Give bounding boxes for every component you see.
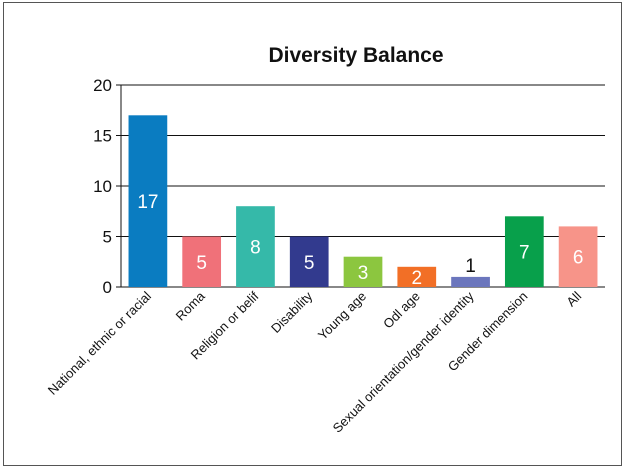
- bar: [182, 236, 222, 287]
- bar: [128, 115, 168, 287]
- bar: [236, 206, 275, 287]
- y-tick-label: 10: [93, 177, 112, 196]
- bar-value-label: 5: [196, 253, 207, 274]
- x-tick-label: National, ethnic or racial: [45, 288, 154, 397]
- x-tick-label: Roma: [173, 288, 209, 324]
- x-tick-label: All: [563, 288, 584, 309]
- bar: [558, 226, 598, 287]
- y-tick-label: 0: [103, 278, 112, 297]
- y-tick-label: 20: [93, 76, 112, 95]
- bar-value-label: 6: [573, 248, 584, 269]
- y-tick-label: 15: [93, 127, 112, 146]
- bar-value-label: 7: [519, 243, 530, 264]
- bar: [289, 236, 329, 287]
- bars: [128, 115, 598, 287]
- bar-value-label: 2: [411, 268, 422, 289]
- bar-value-label: 3: [358, 263, 369, 284]
- bar-value-label: 1: [465, 256, 476, 277]
- x-tick-label: Disability: [268, 288, 316, 336]
- bar: [397, 266, 437, 287]
- bar-value-label: 8: [250, 238, 261, 259]
- bar: [451, 276, 490, 287]
- y-tick-label: 5: [103, 228, 112, 247]
- y-axis-ticks: 0 5 10 15 20: [93, 76, 122, 297]
- x-tick-label: Odl age: [380, 289, 423, 332]
- bar-value-label: 5: [304, 253, 315, 274]
- x-tick-label: Young age: [315, 289, 369, 343]
- bar: [343, 256, 383, 287]
- bar-value-label: 17: [137, 192, 158, 213]
- bar: [504, 216, 544, 287]
- chart-title: Diversity Balance: [268, 44, 443, 67]
